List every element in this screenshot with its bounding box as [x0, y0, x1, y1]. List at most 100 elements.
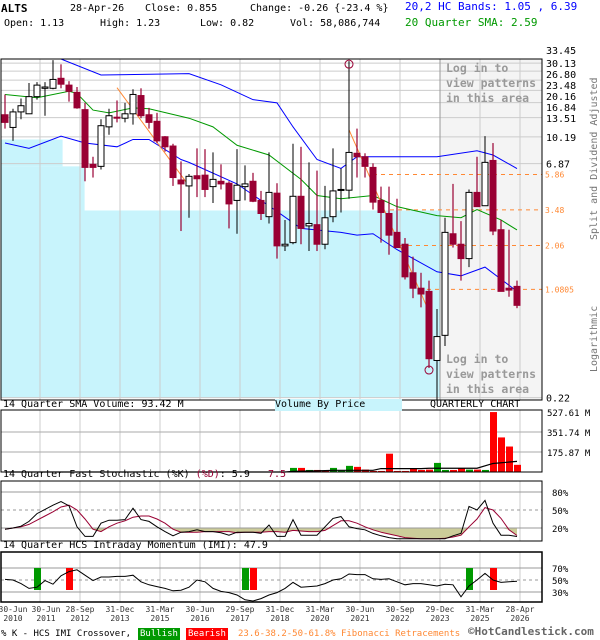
bullish-candle [329, 190, 337, 218]
volume-bar [426, 469, 433, 472]
bullish-candle [129, 93, 137, 115]
volume-bar [402, 470, 409, 472]
high-value: High: 1.23 [100, 18, 161, 29]
imi-line [4, 569, 518, 602]
volume-bar [338, 470, 345, 472]
bullish-candle [241, 183, 249, 188]
bullish-candle [9, 111, 17, 128]
bullish-candle [321, 217, 329, 245]
date-tick-label: 30-Jun [0, 605, 28, 614]
date-tick-year: 2013 [110, 614, 129, 623]
volume-by-price-bar [1, 210, 441, 398]
date-tick-label: 31-Mar [146, 605, 175, 614]
bearish-candle [169, 145, 177, 179]
bearish-candle [473, 191, 481, 208]
open-value: Open: 1.13 [4, 18, 65, 29]
date-tick-year: 2016 [190, 614, 209, 623]
upper-hc-band [5, 58, 518, 170]
bearish-candle [425, 290, 433, 360]
volume-bar [458, 468, 465, 472]
sma-value: 20 Quarter SMA: 2.59 [405, 16, 538, 29]
price-panel-border [0, 58, 543, 401]
ticker-symbol: ALTS [1, 2, 28, 15]
split-dividend-label: Split and Dividend Adjusted [589, 77, 600, 240]
bullish-candle [41, 86, 49, 89]
bullish-crossover-marker [34, 568, 41, 590]
date-tick-label: 31-Dec [106, 605, 135, 614]
volume-panel-title: 14 Quarter SMA Volume: 93.42 M [3, 399, 184, 410]
volume-bar [354, 466, 361, 472]
volume-bar [482, 469, 489, 472]
stochastic-oversold-fill [5, 528, 517, 539]
locked-patterns-text: in this area [446, 382, 529, 396]
price-tick-label: 13.51 [546, 114, 576, 125]
stoch-k-value: : 5.9 [219, 469, 250, 480]
volume-sma-line [5, 460, 518, 473]
bearish-candle [113, 116, 121, 119]
legend-bullish: Bullish [138, 628, 180, 640]
volume-bar [418, 469, 425, 472]
price-tick-label: 30.13 [546, 59, 576, 70]
bearish-candle [393, 231, 401, 249]
volume-bar [386, 453, 393, 472]
bearish-candle [361, 156, 369, 167]
bearish-candle [313, 224, 321, 245]
bearish-candle [153, 120, 161, 142]
bearish-candle [489, 159, 497, 232]
date-tick-year: 2020 [310, 614, 329, 623]
hc-bands-value: 20,2 HC Bands: 1.05 , 6.39 [405, 0, 578, 13]
bearish-candle [457, 243, 465, 260]
bearish-candle [73, 91, 81, 109]
date-tick-year: 2011 [36, 614, 55, 623]
bearish-candle [369, 166, 377, 203]
volume-bar [434, 462, 441, 472]
volume-bar [498, 437, 505, 472]
bullish-candle [97, 125, 105, 167]
date-tick-year: 2018 [270, 614, 289, 623]
date-tick-label: 31-Mar [306, 605, 335, 614]
volume-by-price-bar [1, 166, 85, 211]
bearish-candle [57, 77, 65, 85]
stoch-d-label: (%D) [195, 469, 220, 480]
price-tick-label: 33.45 [546, 46, 576, 57]
volume-bar [450, 469, 457, 472]
volume-bar [410, 468, 417, 472]
bearish-candle [81, 109, 89, 168]
bearish-crossover-marker [490, 568, 497, 590]
change-value: Change: -0.26 {-23.4 %} [250, 3, 389, 14]
stochastic-tick-label: 20% [552, 525, 569, 535]
imi-tick-label: 50% [552, 577, 569, 587]
bullish-candle [105, 115, 113, 128]
date-tick-year: 2017 [230, 614, 249, 623]
bearish-candle [377, 199, 385, 213]
volume-bar [290, 467, 297, 472]
price-tick-label: 20.16 [546, 92, 576, 103]
bearish-candle [201, 174, 209, 190]
fibonacci-level-label: 1.0805 [545, 285, 574, 294]
imi-panel-border [0, 551, 543, 603]
date-tick-year: 2010 [3, 614, 22, 623]
date-tick-label: 29-Dec [426, 605, 455, 614]
bearish-candle [145, 114, 153, 123]
date-tick-label: 30-Sep [386, 605, 415, 614]
locked-patterns-text: view patterns [446, 76, 536, 90]
volume-tick-label: 527.61 M [547, 409, 591, 419]
volume-bar [474, 469, 481, 472]
bearish-candle [249, 180, 257, 202]
legend-fibonacci: 23.6-38.2-50-61.8% Fibonacci Retracement… [238, 629, 461, 639]
bullish-candle [185, 175, 193, 187]
bearish-crossover-marker [250, 568, 257, 590]
bearish-candle [161, 136, 169, 148]
bullish-candle [121, 113, 129, 119]
date-tick-label: 31-Dec [266, 605, 295, 614]
bullish-candle [289, 195, 297, 244]
bearish-candle [89, 163, 97, 168]
volume-bar [514, 464, 521, 472]
bullish-candle [465, 191, 473, 260]
bearish-candle [177, 179, 185, 185]
date-tick-label: 30-Jun [32, 605, 61, 614]
price-tick-label: 26.80 [546, 70, 576, 81]
volume-by-price-bar [1, 139, 63, 167]
lower-hc-band [4, 135, 518, 292]
